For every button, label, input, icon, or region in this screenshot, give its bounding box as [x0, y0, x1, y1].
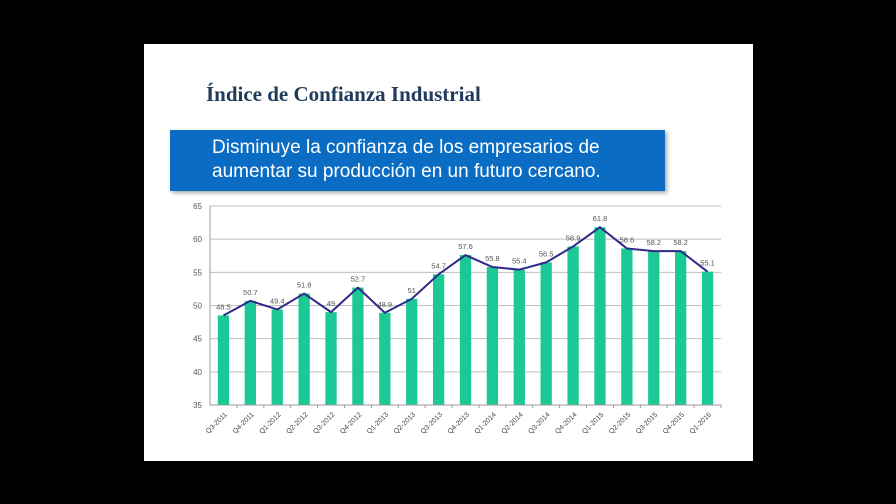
bar	[379, 312, 391, 405]
data-label: 57.6	[458, 242, 473, 251]
x-tick-label: Q1-2014	[474, 411, 498, 435]
data-label: 52.7	[351, 275, 366, 284]
x-tick-label: Q1-2015	[581, 411, 605, 435]
x-tick-label: Q4-2012	[339, 411, 363, 435]
x-tick-label: Q1-2013	[366, 411, 390, 435]
data-label: 51.8	[297, 281, 312, 290]
bar	[594, 227, 606, 405]
data-label: 58.2	[673, 238, 688, 247]
data-label: 55.1	[700, 259, 715, 268]
bar	[432, 274, 445, 405]
x-tick-label: Q3-2012	[312, 411, 336, 435]
x-tick-label: Q2-2015	[608, 411, 632, 435]
x-tick-label: Q4-2011	[232, 411, 256, 435]
bar	[513, 269, 525, 405]
y-tick-label: 45	[193, 335, 202, 344]
y-tick-label: 65	[193, 202, 202, 211]
data-label: 56.5	[539, 249, 554, 258]
bar	[567, 246, 579, 405]
data-label: 48.5	[216, 302, 231, 311]
x-tick-label: Q2-2014	[500, 411, 524, 435]
x-tick-label: Q4-2015	[662, 411, 686, 435]
trend-line	[222, 226, 709, 317]
x-tick-label: Q2-2012	[285, 411, 309, 435]
x-tick-label: Q4-2014	[554, 411, 578, 435]
bar	[540, 262, 552, 405]
data-label: 55.8	[485, 254, 500, 263]
bar	[271, 309, 283, 405]
bar	[298, 293, 310, 405]
x-tick-label: Q2-2013	[393, 411, 417, 435]
y-tick-label: 50	[193, 302, 202, 311]
data-label: 58.6	[620, 235, 635, 244]
bar	[459, 255, 472, 405]
y-tick-label: 40	[193, 368, 202, 377]
y-tick-label: 55	[193, 268, 202, 277]
data-label: 54.7	[431, 261, 446, 270]
bar	[325, 312, 337, 405]
x-tick-label: Q4-2013	[447, 411, 471, 435]
data-label: 55.4	[512, 257, 527, 266]
x-tick-label: Q3-2011	[205, 411, 229, 435]
x-tick-label: Q1-2016	[689, 411, 713, 435]
bar	[406, 298, 418, 405]
data-label: 58.9	[566, 233, 581, 242]
bar	[621, 248, 633, 405]
banner-text: Disminuye la confianza de los empresario…	[212, 137, 601, 182]
bar	[648, 251, 660, 405]
slide-title: Índice de Confianza Industrial	[206, 82, 481, 106]
data-label: 50.7	[243, 288, 258, 297]
bar	[217, 315, 230, 405]
y-tick-label: 35	[193, 401, 202, 410]
bar	[486, 267, 499, 405]
data-label: 61.8	[593, 214, 608, 223]
data-label: 49.4	[270, 296, 285, 305]
y-tick-label: 60	[193, 235, 202, 244]
data-label: 48.9	[378, 300, 393, 309]
x-tick-label: Q3-2015	[635, 411, 659, 435]
bar	[675, 251, 687, 405]
x-tick-label: Q3-2014	[527, 411, 551, 435]
bar	[352, 287, 364, 405]
bar	[701, 271, 714, 405]
data-label: 49	[327, 299, 335, 308]
slide: Índice de Confianza Industrial Disminuye…	[144, 44, 753, 461]
data-label: 58.2	[646, 238, 661, 247]
x-tick-label: Q1-2012	[258, 411, 282, 435]
highlight-banner: Disminuye la confianza de los empresario…	[170, 130, 665, 191]
data-label: 51	[408, 286, 416, 295]
x-tick-label: Q3-2013	[420, 411, 444, 435]
bar	[244, 300, 256, 405]
